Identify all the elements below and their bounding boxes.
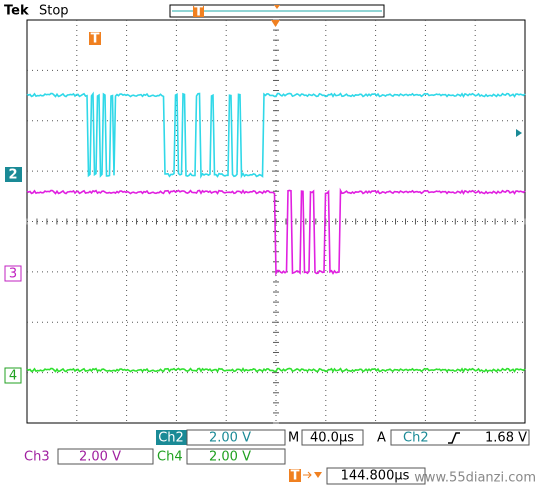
trig-down (314, 472, 322, 478)
trig-arrow (303, 471, 312, 479)
ch3-marker-label: 3 (9, 267, 17, 282)
trig-position-box (326, 467, 426, 485)
ch3-scale: 2.00 V (79, 450, 121, 465)
graticule (26, 19, 526, 424)
trig-position: 144.800µs (341, 469, 410, 484)
time-scale-box (301, 429, 364, 446)
trigger-marker-screen-label: T (91, 32, 100, 47)
waveforms (26, 91, 526, 373)
time-scale: 40.0µs (310, 431, 354, 446)
trig-level: 1.68 V (485, 431, 527, 446)
watermark: www.55dianzi.com (414, 471, 536, 486)
ch2-marker-label: 2 (8, 168, 17, 183)
trig-marker: T (291, 469, 300, 484)
ch3-marker (4, 265, 22, 282)
ch2-waveform (26, 91, 526, 179)
trigger-position (271, 20, 280, 27)
time-label: M (288, 431, 299, 446)
trig-marker-box (289, 469, 301, 482)
trigger-pos-indicator (274, 5, 280, 9)
trig-source: Ch2 (403, 431, 429, 446)
trigger-marker-top (193, 6, 204, 17)
status: Stop (39, 4, 69, 19)
ch2-scale: 2.00 V (209, 431, 251, 446)
trigger-level-marker (516, 129, 522, 137)
ch4-waveform (26, 367, 526, 373)
trigger-box (390, 429, 530, 446)
ch2-label-box (156, 430, 187, 445)
trig-slope (448, 432, 460, 444)
ch4-scale: 2.00 V (209, 450, 251, 465)
ch2-marker (5, 167, 22, 182)
ch3-scale-box (57, 448, 154, 465)
ch2-label: Ch2 (158, 431, 184, 446)
ch3-label: Ch3 (24, 450, 50, 465)
ch2-scale-box (186, 429, 286, 446)
ch4-scale-box (186, 448, 286, 465)
ch4-marker (4, 367, 22, 384)
trigger-marker-screen (89, 32, 101, 45)
ch4-marker-label: 4 (9, 369, 17, 384)
acq-label: A (377, 431, 386, 446)
ch4-label: Ch4 (157, 450, 183, 465)
trigger-marker-top-label: T (194, 5, 203, 20)
ch3-waveform (26, 187, 526, 277)
brand: Tek (4, 4, 29, 19)
